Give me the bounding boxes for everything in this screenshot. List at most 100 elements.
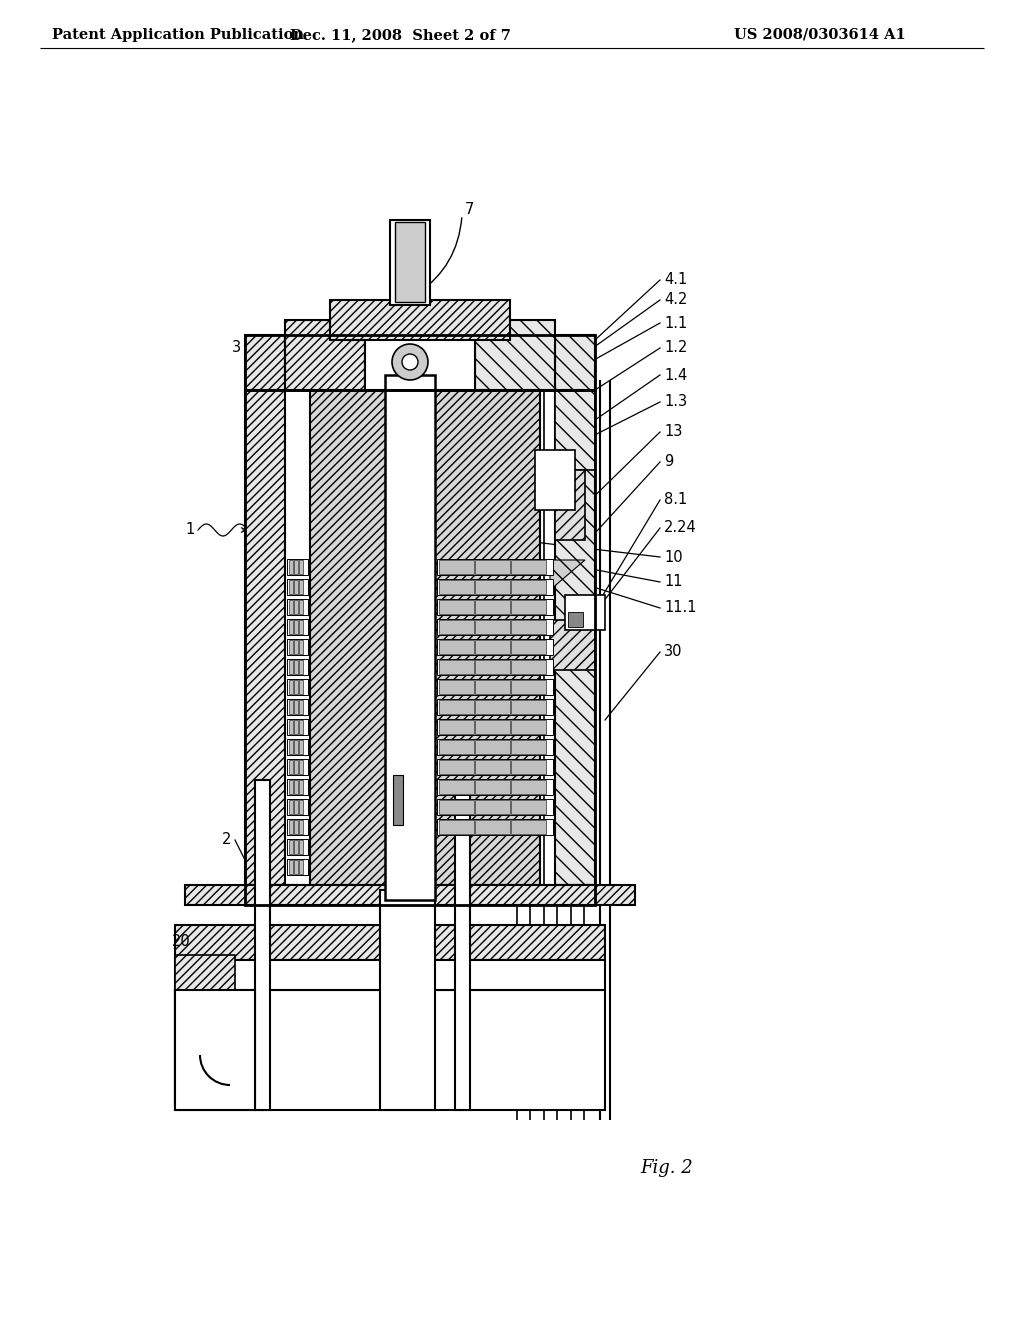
Bar	[310, 389, 540, 884]
Bar	[294, 741, 298, 754]
Bar	[289, 640, 293, 653]
Bar	[294, 840, 298, 854]
Bar	[535, 450, 575, 510]
Bar	[555, 389, 595, 884]
Bar	[330, 300, 510, 341]
Bar	[287, 678, 308, 696]
Bar	[287, 599, 308, 615]
Bar	[294, 560, 298, 574]
Bar	[294, 719, 298, 734]
Bar	[299, 800, 303, 814]
Bar	[294, 800, 298, 814]
Bar	[475, 700, 510, 714]
Bar	[289, 680, 293, 694]
Bar	[299, 780, 303, 795]
Bar	[439, 700, 474, 714]
Bar	[439, 660, 474, 675]
Bar	[287, 840, 308, 855]
Bar	[511, 820, 546, 834]
Bar	[439, 579, 474, 594]
Bar	[475, 719, 510, 734]
Bar	[299, 601, 303, 614]
Bar	[439, 640, 474, 653]
Bar	[299, 620, 303, 634]
Bar	[289, 579, 293, 594]
Bar	[511, 700, 546, 714]
Bar	[299, 660, 303, 675]
Bar	[289, 620, 293, 634]
Text: 30: 30	[664, 644, 683, 660]
Text: 2.24: 2.24	[664, 520, 696, 536]
Bar	[289, 719, 293, 734]
Bar	[289, 820, 293, 834]
Bar	[299, 700, 303, 714]
Text: Dec. 11, 2008  Sheet 2 of 7: Dec. 11, 2008 Sheet 2 of 7	[290, 28, 510, 42]
Bar	[289, 840, 293, 854]
Bar	[439, 560, 474, 574]
Bar	[287, 739, 308, 755]
Bar	[568, 612, 583, 627]
Bar	[439, 680, 474, 694]
Bar	[439, 800, 474, 814]
Bar	[393, 775, 403, 825]
Bar	[294, 579, 298, 594]
Text: C: C	[544, 495, 552, 506]
Bar	[511, 741, 546, 754]
Bar	[289, 780, 293, 795]
Bar	[289, 861, 293, 874]
Bar	[437, 818, 553, 836]
Bar	[245, 335, 285, 389]
Text: 4.1: 4.1	[664, 272, 687, 288]
Bar	[511, 620, 546, 634]
Bar	[475, 820, 510, 834]
Text: Fig. 2: Fig. 2	[640, 1159, 693, 1177]
Bar	[511, 601, 546, 614]
Text: 1.1: 1.1	[664, 315, 687, 330]
Text: 13: 13	[664, 425, 682, 440]
Text: 1.2: 1.2	[664, 341, 687, 355]
Bar	[475, 800, 510, 814]
Bar	[175, 990, 605, 1110]
Bar	[299, 820, 303, 834]
Text: 11: 11	[664, 574, 683, 590]
Bar	[385, 375, 435, 900]
Bar	[511, 660, 546, 675]
Circle shape	[392, 345, 428, 380]
Text: 9: 9	[664, 454, 673, 470]
Bar	[437, 659, 553, 675]
Bar	[299, 680, 303, 694]
Bar	[437, 759, 553, 775]
Bar	[455, 780, 470, 1110]
Bar	[439, 620, 474, 634]
Bar	[511, 719, 546, 734]
Bar	[439, 601, 474, 614]
Bar	[475, 760, 510, 774]
Bar	[439, 760, 474, 774]
Bar	[299, 840, 303, 854]
Bar	[437, 619, 553, 635]
Bar	[245, 884, 595, 906]
Bar	[294, 780, 298, 795]
Bar	[294, 700, 298, 714]
Text: C: C	[389, 330, 397, 341]
Bar	[287, 579, 308, 595]
Bar	[555, 389, 595, 470]
Text: 1.3: 1.3	[664, 395, 687, 409]
Text: 3: 3	[231, 341, 241, 355]
Bar	[555, 470, 585, 540]
Polygon shape	[550, 560, 585, 590]
Bar	[245, 389, 285, 884]
Bar	[289, 800, 293, 814]
Bar	[437, 739, 553, 755]
Bar	[287, 619, 308, 635]
Bar	[437, 719, 553, 735]
Text: 11.1: 11.1	[664, 601, 696, 615]
Bar	[287, 639, 308, 655]
Bar	[255, 780, 270, 1110]
Bar	[175, 954, 234, 990]
Bar	[299, 560, 303, 574]
Bar	[285, 319, 365, 389]
Bar	[437, 639, 553, 655]
Bar	[299, 861, 303, 874]
Bar	[511, 579, 546, 594]
